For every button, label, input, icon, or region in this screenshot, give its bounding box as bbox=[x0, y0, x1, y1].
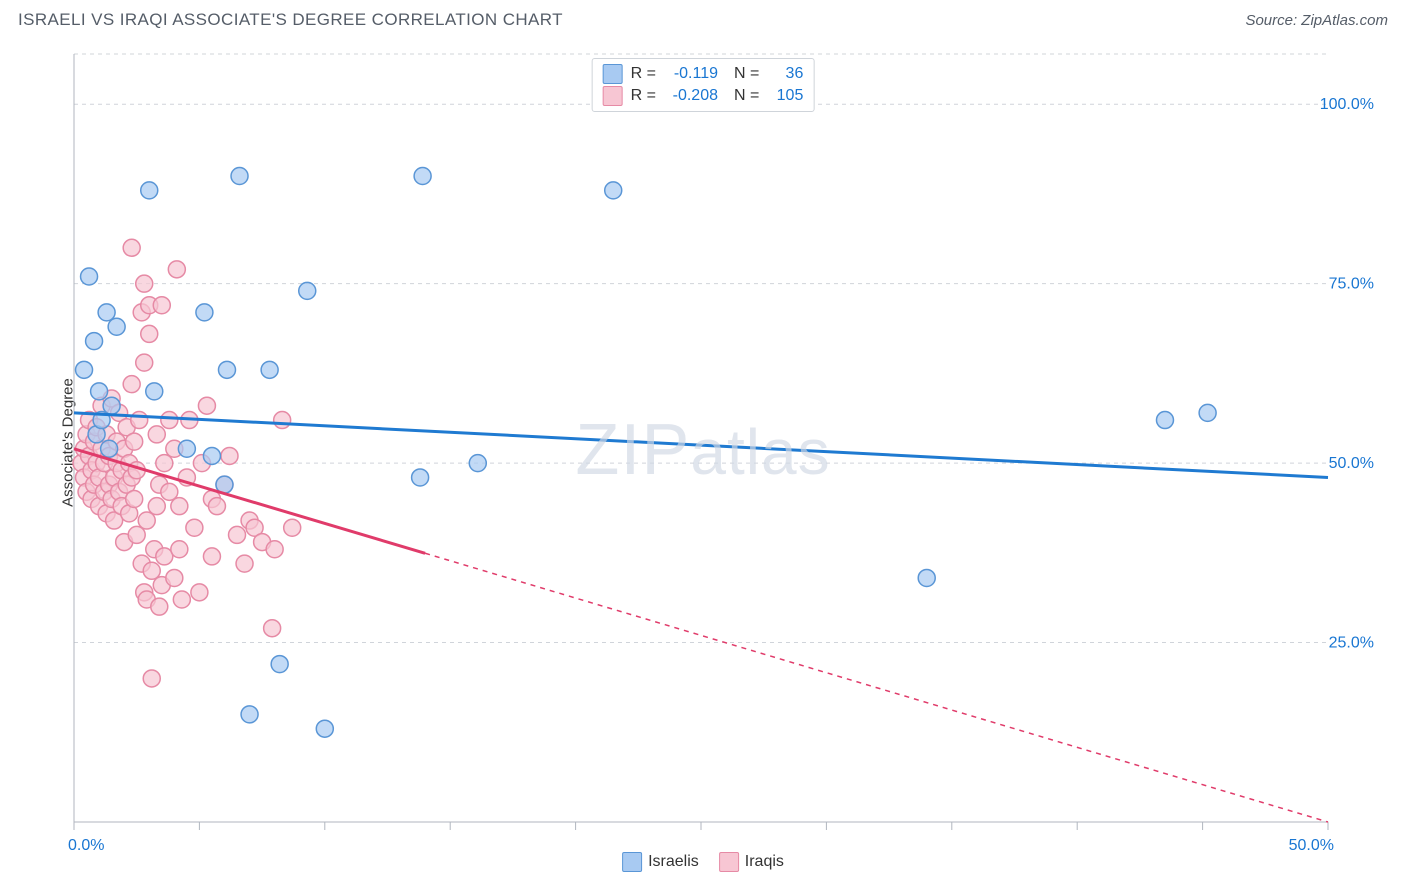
svg-text:0.0%: 0.0% bbox=[68, 837, 104, 854]
swatch-iraqis bbox=[719, 852, 739, 872]
swatch-iraqis bbox=[603, 86, 623, 106]
legend-label-israelis: Israelis bbox=[648, 853, 699, 871]
chart-area: Associate's Degree ZIPatlas R = -0.119 N… bbox=[18, 34, 1388, 874]
chart-svg: 0.0% 50.0% 25.0% 50.0% 75.0% 100.0% bbox=[18, 34, 1388, 874]
n-label: N = bbox=[734, 65, 759, 83]
chart-source: Source: ZipAtlas.com bbox=[1245, 12, 1388, 29]
chart-header: ISRAELI VS IRAQI ASSOCIATE'S DEGREE CORR… bbox=[0, 0, 1406, 34]
swatch-israelis bbox=[603, 64, 623, 84]
r-value-israelis: -0.119 bbox=[664, 65, 718, 83]
correlation-legend: R = -0.119 N = 36 R = -0.208 N = 105 bbox=[592, 58, 815, 112]
n-label: N = bbox=[734, 87, 759, 105]
r-label: R = bbox=[631, 65, 656, 83]
r-label: R = bbox=[631, 87, 656, 105]
legend-row-iraqis: R = -0.208 N = 105 bbox=[603, 85, 804, 107]
legend-item-israelis: Israelis bbox=[622, 852, 699, 872]
legend-item-iraqis: Iraqis bbox=[719, 852, 784, 872]
series-legend: Israelis Iraqis bbox=[622, 852, 784, 872]
legend-label-iraqis: Iraqis bbox=[745, 853, 784, 871]
n-value-iraqis: 105 bbox=[767, 87, 803, 105]
svg-text:25.0%: 25.0% bbox=[1329, 635, 1374, 652]
swatch-israelis bbox=[622, 852, 642, 872]
svg-text:75.0%: 75.0% bbox=[1329, 276, 1374, 293]
svg-text:50.0%: 50.0% bbox=[1289, 837, 1334, 854]
legend-row-israelis: R = -0.119 N = 36 bbox=[603, 63, 804, 85]
n-value-israelis: 36 bbox=[767, 65, 803, 83]
chart-container: ISRAELI VS IRAQI ASSOCIATE'S DEGREE CORR… bbox=[0, 0, 1406, 892]
svg-text:100.0%: 100.0% bbox=[1320, 96, 1374, 113]
chart-title: ISRAELI VS IRAQI ASSOCIATE'S DEGREE CORR… bbox=[18, 10, 563, 30]
svg-text:50.0%: 50.0% bbox=[1329, 455, 1374, 472]
r-value-iraqis: -0.208 bbox=[664, 87, 718, 105]
